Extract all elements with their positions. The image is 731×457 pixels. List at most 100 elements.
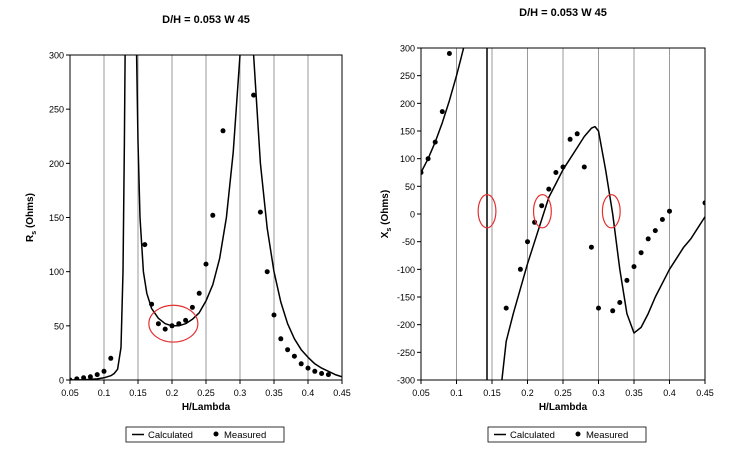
measured-point	[421, 170, 424, 175]
y-tick-label: -150	[397, 293, 415, 303]
measured-point	[617, 300, 623, 305]
calculated-line	[501, 125, 705, 380]
measured-point	[203, 261, 209, 267]
y-tick-label: 300	[400, 44, 415, 54]
measured-point	[319, 371, 325, 376]
measured-point	[278, 336, 284, 342]
measured-point	[183, 317, 189, 323]
x-tick-label: 0.3	[234, 388, 247, 398]
y-tick-label: -50	[402, 237, 415, 247]
measured-point	[517, 266, 523, 272]
x-axis-title: H/Lambda	[539, 402, 588, 413]
x-tick-label: 0.05	[412, 388, 430, 398]
x-tick-label: 0.15	[483, 388, 501, 398]
measured-point	[142, 242, 148, 248]
calculated-line	[421, 48, 465, 173]
measured-point	[667, 208, 672, 214]
x-tick-label: 0.1	[450, 388, 463, 398]
y-tick-label: 250	[49, 105, 64, 115]
measured-point	[631, 264, 637, 270]
x-tick-label: 0.4	[302, 388, 315, 398]
legend-measured-label: Measured	[224, 430, 266, 441]
measured-point	[305, 365, 311, 371]
calculated-line	[252, 55, 342, 378]
measured-point	[81, 375, 87, 380]
measured-point	[101, 368, 107, 374]
measured-point	[567, 136, 573, 142]
measured-point	[638, 250, 644, 256]
measured-point	[94, 372, 100, 378]
y-tick-label: 50	[405, 182, 415, 192]
measured-point	[271, 312, 277, 318]
y-tick-label: 150	[400, 127, 415, 137]
measured-point	[581, 164, 587, 170]
x-tick-label: 0.05	[61, 388, 79, 398]
y-tick-label: 0	[410, 210, 415, 220]
y-tick-label: 50	[54, 321, 64, 331]
legend-box	[487, 426, 647, 443]
x-tick-label: 0.3	[592, 388, 605, 398]
measured-point	[652, 228, 658, 234]
measured-point	[169, 323, 175, 329]
measured-point	[503, 305, 509, 311]
measured-point	[196, 290, 202, 296]
measured-point	[312, 368, 318, 374]
annotation-ellipse	[148, 304, 199, 343]
measured-point	[155, 321, 161, 327]
chart-title: D/H = 0.053 W 45	[519, 7, 607, 19]
measured-point	[70, 377, 73, 380]
y-tick-label: 100	[49, 267, 64, 277]
legend-calculated-label: Calculated	[510, 430, 555, 441]
y-tick-label: 100	[400, 154, 415, 164]
measured-point	[539, 203, 545, 209]
measured-point	[149, 301, 155, 307]
measured-point	[251, 92, 257, 98]
plot-area	[421, 48, 705, 380]
x-tick-label: 0.25	[554, 388, 572, 398]
plot-area	[70, 55, 342, 380]
measured-point	[298, 361, 304, 367]
plot-frame	[69, 54, 343, 381]
measured-point	[210, 212, 216, 218]
x-tick-label: 0.45	[333, 388, 351, 398]
y-axis-title: Rs (Ohms)	[25, 193, 38, 242]
chart-panel-2: D/H = 0.053 W 45 0.05 0.1 0.15 0.2 0.25 0.3 0.3…	[380, 7, 714, 443]
measured-point	[325, 372, 331, 378]
x-tick-label: 0.45	[696, 388, 714, 398]
measured-point	[553, 170, 559, 175]
legend-calculated-label: Calculated	[148, 430, 193, 441]
annotation-ellipse	[532, 194, 552, 229]
measured-point	[189, 304, 195, 310]
measured-point	[432, 139, 438, 145]
legend: Calculated Measured	[125, 426, 285, 443]
y-tick-label: -250	[397, 348, 415, 358]
measured-point	[87, 374, 93, 380]
measured-point	[659, 217, 665, 222]
measured-point	[285, 347, 291, 353]
measured-point	[645, 236, 651, 242]
y-axis-title: Xs (Ohms)	[380, 190, 393, 238]
measured-point	[574, 131, 580, 137]
measured-point	[525, 239, 530, 245]
measured-point	[264, 269, 270, 275]
measured-point	[439, 109, 445, 115]
measured-point	[220, 128, 226, 134]
measured-point	[425, 156, 431, 162]
x-tick-label: 0.4	[663, 388, 676, 398]
x-tick-label: 0.1	[98, 388, 111, 398]
y-tick-label: 150	[49, 213, 64, 223]
measured-point	[257, 209, 263, 215]
y-tick-label: 200	[400, 99, 415, 109]
chart-panel-1: D/H = 0.053 W 45 0.05 0.1 0.15 0.2 0.25 0.3 0.3…	[25, 14, 351, 443]
y-tick-label: -300	[397, 376, 415, 386]
x-tick-label: 0.2	[166, 388, 179, 398]
y-tick-label: 0	[59, 376, 64, 386]
measured-point	[546, 186, 552, 192]
measured-point	[162, 326, 168, 332]
measured-point	[588, 244, 594, 250]
y-tick-label: 200	[49, 159, 64, 169]
measured-point	[446, 51, 452, 56]
y-tick-label: 250	[400, 71, 415, 81]
x-tick-label: 0.2	[521, 388, 534, 398]
x-tick-label: 0.35	[625, 388, 643, 398]
